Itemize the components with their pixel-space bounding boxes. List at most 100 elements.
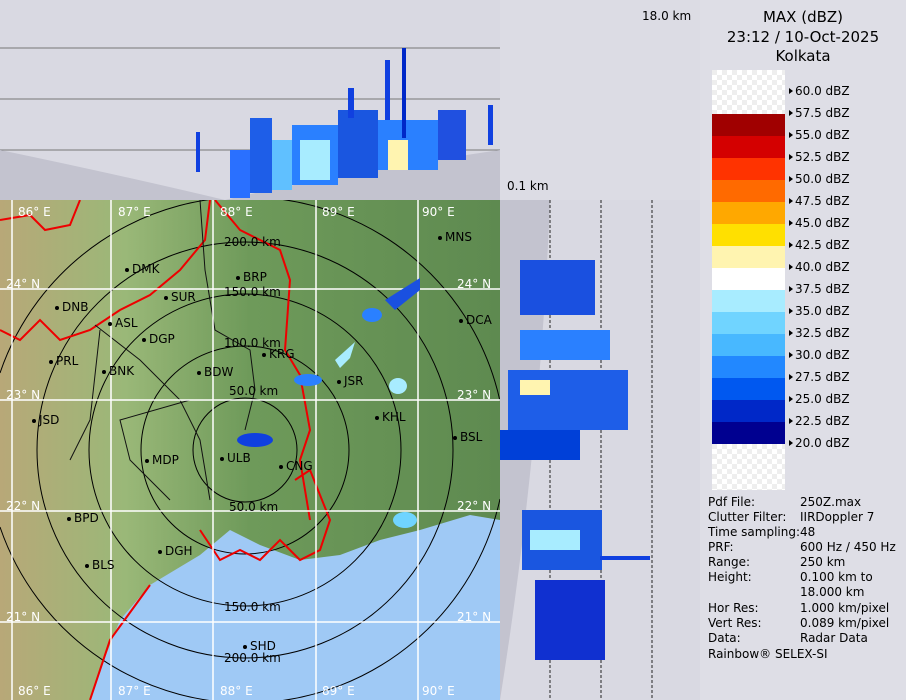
city-label: MDP (152, 453, 179, 467)
info-value: 1.000 km/pixel (800, 601, 890, 615)
city-dot-icon (145, 459, 149, 463)
level-label: 60.0 dBZ (795, 84, 850, 98)
level-label: 22.5 dBZ (795, 414, 850, 428)
color-swatch (712, 136, 785, 158)
longitude-label: 89° E (322, 684, 355, 698)
city-dot-icon (32, 419, 36, 423)
north-south-cross-section: 18.0 km 0.1 km (0, 0, 691, 200)
ring-label-100: 100.0 km (224, 336, 281, 350)
level-label: 27.5 dBZ (795, 370, 850, 384)
info-value: 600 Hz / 450 Hz (800, 540, 896, 554)
level-tick-icon (789, 374, 793, 380)
city-label: BDW (204, 365, 234, 379)
city-label: DCA (466, 313, 492, 327)
ring-label-150: 150.0 km (224, 285, 281, 299)
city-label: MNS (445, 230, 472, 244)
city-dot-icon (262, 353, 266, 357)
ring-label-50: 50.0 km (229, 384, 279, 398)
level-tick-icon (789, 176, 793, 182)
city-label: ASL (115, 316, 138, 330)
info-value: 0.100 km to (800, 570, 873, 584)
latitude-label: 22° N (457, 499, 492, 513)
info-label: Clutter Filter: (708, 510, 787, 524)
range-shadow (0, 150, 225, 200)
info-value: 48 (800, 525, 816, 539)
longitude-label: 88° E (220, 684, 253, 698)
city-label: DNB (62, 300, 89, 314)
level-tick-icon (789, 154, 793, 160)
color-swatch (712, 422, 785, 444)
info-label: Hor Res: (708, 601, 759, 615)
level-tick-icon (789, 264, 793, 270)
level-label: 57.5 dBZ (795, 106, 850, 120)
color-swatch (712, 114, 785, 136)
level-tick-icon (789, 396, 793, 402)
info-label: Height: (708, 570, 752, 584)
color-swatch (712, 268, 785, 290)
level-tick-icon (789, 308, 793, 314)
color-swatch (712, 180, 785, 202)
level-label: 40.0 dBZ (795, 260, 850, 274)
level-tick-icon (789, 132, 793, 138)
city-dot-icon (55, 306, 59, 310)
timestamp: 23:12 / 10-Oct-2025 (726, 28, 880, 46)
info-value: 250Z.max (800, 495, 862, 509)
color-swatch (712, 224, 785, 246)
city-label: BRP (243, 270, 267, 284)
color-swatch (712, 158, 785, 180)
color-swatch (712, 334, 785, 356)
color-swatch (712, 290, 785, 312)
city-label: BSL (460, 430, 483, 444)
city-label: KHL (382, 410, 406, 424)
level-label: 35.0 dBZ (795, 304, 850, 318)
city-label: JSR (344, 374, 364, 388)
info-label: Time sampling: (708, 525, 801, 539)
map-graphic (0, 200, 500, 700)
no-data-swatch (712, 70, 785, 114)
city-dot-icon (243, 645, 247, 649)
city-dot-icon (279, 465, 283, 469)
city-dot-icon (85, 564, 89, 568)
level-tick-icon (789, 286, 793, 292)
longitude-label: 90° E (422, 205, 455, 219)
level-tick-icon (789, 440, 793, 446)
info-value: 250 km (800, 555, 846, 569)
level-label: 52.5 dBZ (795, 150, 850, 164)
city-label: ULB (227, 451, 251, 465)
level-label: 55.0 dBZ (795, 128, 850, 142)
level-label: 30.0 dBZ (795, 348, 850, 362)
city-dot-icon (197, 371, 201, 375)
city-label: DMK (132, 262, 160, 276)
level-tick-icon (789, 198, 793, 204)
level-label: 42.5 dBZ (795, 238, 850, 252)
level-label: 45.0 dBZ (795, 216, 850, 230)
level-tick-icon (789, 352, 793, 358)
cross-section-side-graphic (500, 200, 653, 700)
radar-map[interactable]: 50.0 km 100.0 km 150.0 km 200.0 km 50.0 … (0, 200, 500, 700)
level-tick-icon (789, 242, 793, 248)
city-label: JSD (39, 413, 60, 427)
level-tick-icon (789, 418, 793, 424)
station-name: Kolkata (775, 47, 831, 65)
longitude-label: 88° E (220, 205, 253, 219)
latitude-label: 21° N (6, 610, 41, 624)
city-dot-icon (158, 550, 162, 554)
level-tick-icon (789, 110, 793, 116)
max-height-label: 18.0 km (642, 9, 692, 23)
no-data-swatch (712, 444, 785, 490)
longitude-label: 86° E (18, 684, 51, 698)
city-label: SUR (171, 290, 196, 304)
city-dot-icon (102, 370, 106, 374)
info-label: Range: (708, 555, 751, 569)
bay-of-bengal (90, 515, 500, 700)
city-label: SHD (250, 639, 276, 653)
city-dot-icon (67, 517, 71, 521)
city-label: DGP (149, 332, 175, 346)
latitude-label: 21° N (457, 610, 492, 624)
city-dot-icon (164, 296, 168, 300)
longitude-label: 87° E (118, 205, 151, 219)
city-dot-icon (236, 276, 240, 280)
city-label: BPD (74, 511, 99, 525)
level-label: 37.5 dBZ (795, 282, 850, 296)
city-dot-icon (453, 436, 457, 440)
